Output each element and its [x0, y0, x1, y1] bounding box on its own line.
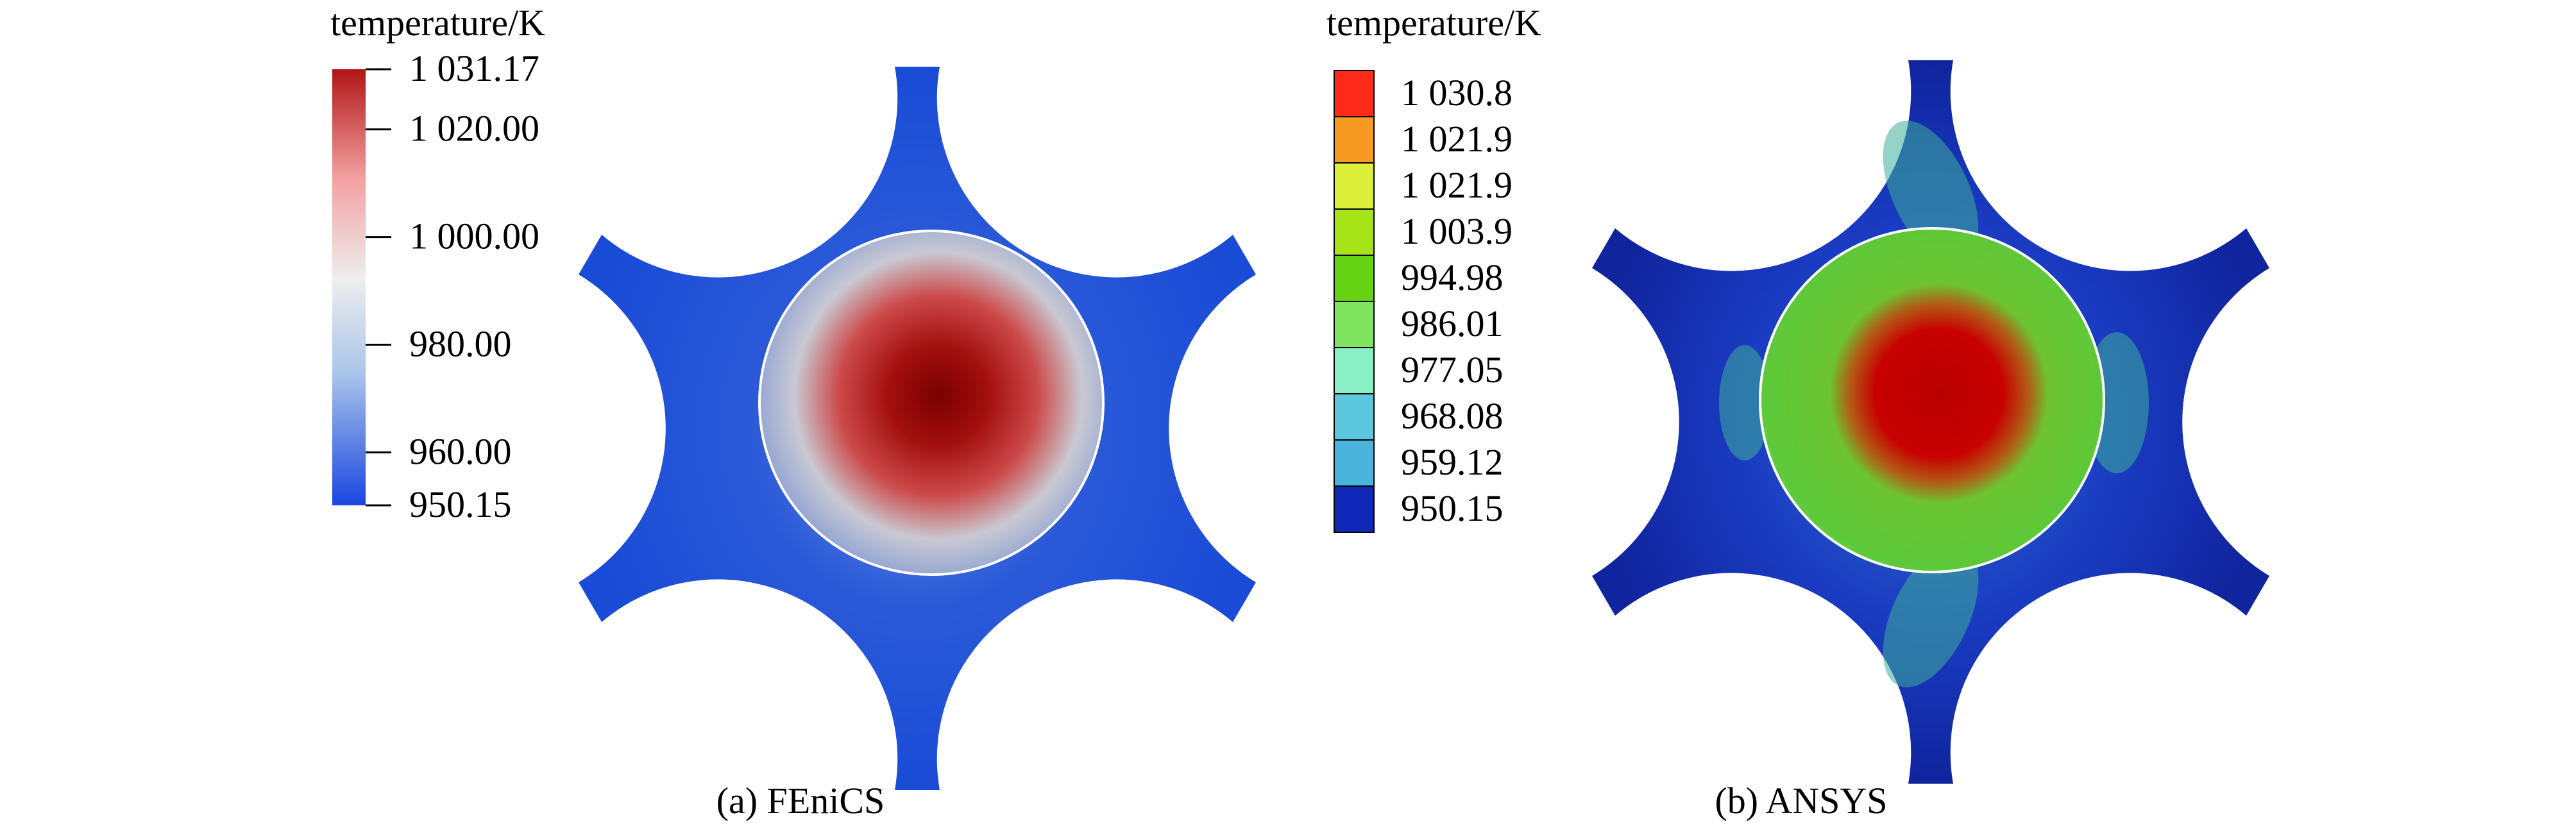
legend-b-swatch-3: [1334, 208, 1375, 256]
legend-b-swatch-0: [1334, 70, 1375, 117]
colorbar-a-tick-label-0: 1 031.17: [409, 47, 539, 89]
panel-a: temperature/K 1 031.17 1 020.00 1 000.00 98…: [330, 2, 1256, 822]
legend-b-swatch-6: [1334, 347, 1375, 394]
legend-b-label-6: 977.05: [1401, 349, 1504, 391]
colorbar-a-title: temperature/K: [330, 2, 545, 44]
legend-b-label-5: 986.01: [1401, 303, 1504, 344]
legend-b-swatch-5: [1334, 301, 1375, 348]
colorbar-a-tick-label-2: 1 000.00: [409, 215, 539, 257]
caption-b: (b) ANSYS: [1715, 780, 1887, 822]
legend-b-label-4: 994.98: [1401, 257, 1504, 298]
caption-a: (a) FEniCS: [716, 780, 885, 822]
colorbar-a-ticks: 1 031.17 1 020.00 1 000.00 980.00 960.00 950.…: [366, 47, 539, 525]
legend-b-label-2: 1 021.9: [1401, 164, 1513, 206]
legend-b: 1 030.81 021.91 021.91 003.9994.98986.01…: [1334, 70, 1513, 533]
legend-b-label-1: 1 021.9: [1401, 118, 1513, 160]
legend-b-title: temperature/K: [1326, 2, 1541, 44]
legend-b-label-9: 950.15: [1401, 487, 1504, 529]
legend-b-swatch-2: [1334, 162, 1375, 210]
legend-b-swatch-4: [1334, 255, 1375, 302]
colorbar-a-tick-label-4: 960.00: [409, 430, 512, 472]
legend-b-label-3: 1 003.9: [1401, 210, 1513, 252]
fuel-pellet-b: [1759, 227, 2105, 573]
colorbar-a-tick-label-5: 950.15: [409, 484, 512, 525]
legend-b-label-8: 959.12: [1401, 441, 1504, 483]
colorbar-a-tick-label-1: 1 020.00: [409, 108, 539, 149]
legend-b-swatch-9: [1334, 485, 1375, 533]
legend-b-label-7: 968.08: [1401, 395, 1504, 437]
legend-b-swatch-7: [1334, 393, 1375, 441]
legend-b-label-0: 1 030.8: [1401, 72, 1513, 114]
colorbar-a: [332, 69, 366, 505]
fuel-pellet-a: [758, 230, 1105, 576]
legend-b-swatch-8: [1334, 439, 1375, 487]
colorbar-a-tick-label-3: 980.00: [409, 323, 512, 364]
panel-b: temperature/K 1 030.81 021.91 021.91 003…: [1326, 2, 2269, 822]
legend-b-swatch-1: [1334, 116, 1375, 164]
